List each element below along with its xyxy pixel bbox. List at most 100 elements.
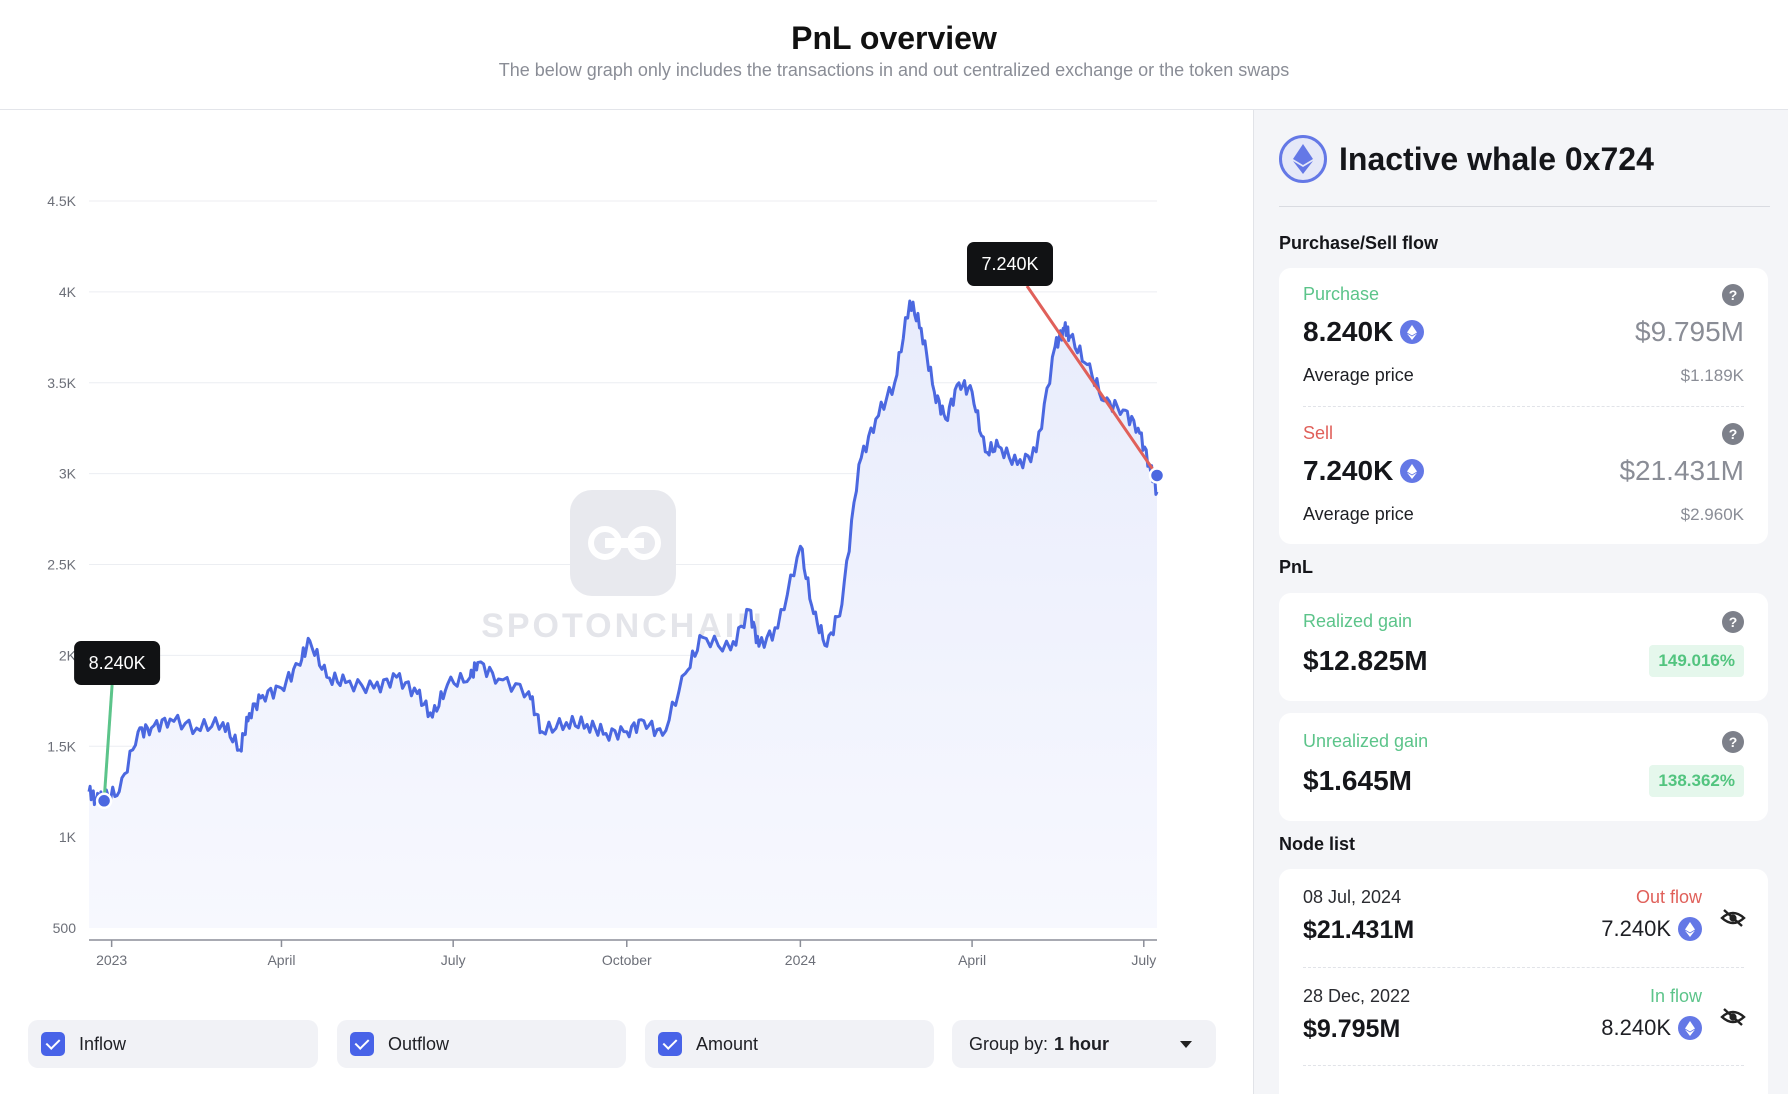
- unrealized-pct-badge: 138.362%: [1649, 765, 1744, 797]
- annotation-layer: 8.240K 7.240K: [74, 242, 1166, 810]
- realized-value: $12.825M: [1303, 645, 1428, 676]
- realized-label: Realized gain: [1303, 611, 1413, 631]
- node-usd: $9.795M: [1303, 1015, 1401, 1043]
- realized-pct-badge: 149.016%: [1649, 645, 1744, 677]
- inflow-tooltip-label: 8.240K: [89, 653, 146, 673]
- node-flow-type: Out flow: [1635, 887, 1702, 907]
- realized-gain-card: Realized gain ? $12.825M 149.016%: [1279, 593, 1768, 701]
- x-tick-label: July: [1131, 952, 1156, 968]
- y-tick-label: 1K: [59, 829, 77, 845]
- watermark-text: SPOTONCHAIN: [481, 607, 765, 645]
- divider: [1303, 1065, 1744, 1066]
- group-by-value: 1 hour: [1054, 1033, 1110, 1054]
- y-tick-label: 500: [53, 920, 77, 936]
- ethereum-icon: [1678, 917, 1702, 941]
- inflow-tooltip: [74, 641, 161, 685]
- sell-amount-value: 7.240K: [1303, 455, 1394, 486]
- node-amount-value: 7.240K: [1601, 916, 1671, 941]
- y-tick-label: 1.5K: [47, 738, 76, 754]
- node-list: 08 Jul, 2024 Out flow $21.431M 7.240K 28…: [1279, 869, 1768, 1094]
- chart-controls: Inflow Outflow Amount Group by: 1 hour: [28, 1020, 1218, 1070]
- unrealized-gain-card: Unrealized gain ? $1.645M 138.362%: [1279, 713, 1768, 821]
- y-tick-label: 2.5K: [47, 557, 76, 573]
- inflow-node: [95, 792, 113, 810]
- x-tick-label: April: [958, 952, 986, 968]
- unrealized-label: Unrealized gain: [1303, 731, 1429, 751]
- eye-off-icon[interactable]: [1720, 908, 1746, 928]
- whale-name: Inactive whale 0x724: [1339, 140, 1654, 177]
- page-subtitle: The below graph only includes the transa…: [498, 60, 1290, 80]
- x-tick-label: 2024: [785, 952, 816, 968]
- node-usd: $21.431M: [1303, 916, 1415, 944]
- outflow-tooltip-label: 7.240K: [981, 254, 1038, 274]
- node-amount: 8.240K: [1601, 1015, 1702, 1041]
- purchase-avg-value: $1.189K: [1680, 366, 1744, 385]
- node-date: 28 Dec, 2022: [1303, 986, 1411, 1006]
- y-tick-label: 2K: [59, 647, 77, 663]
- node-list-title: Node list: [1279, 834, 1356, 854]
- inflow-label: Inflow: [79, 1033, 127, 1054]
- x-tick-label: October: [602, 952, 652, 968]
- node-date: 08 Jul, 2024: [1303, 887, 1402, 907]
- inflow-toggle[interactable]: Inflow: [28, 1020, 318, 1068]
- purchase-avg-label: Average price: [1303, 365, 1414, 385]
- inflow-connector: [102, 684, 114, 801]
- amount-label: Amount: [696, 1033, 759, 1054]
- x-axis: 2023 April July October 2024 April July: [89, 939, 1157, 968]
- ethereum-icon: [1400, 320, 1425, 344]
- y-tick-label: 3K: [59, 466, 77, 482]
- outflow-toggle[interactable]: Outflow: [337, 1020, 626, 1068]
- amount-checkbox[interactable]: [658, 1032, 682, 1056]
- divider: [1303, 406, 1744, 407]
- outflow-label: Outflow: [388, 1033, 450, 1054]
- ethereum-icon: [1279, 135, 1327, 183]
- help-icon[interactable]: ?: [1722, 423, 1744, 445]
- x-tick-label: April: [267, 952, 295, 968]
- page-header: PnL overview The below graph only includ…: [0, 0, 1788, 110]
- group-by-label: Group by:: [969, 1033, 1049, 1054]
- flow-section-title: Purchase/Sell flow: [1279, 233, 1439, 253]
- node-amount: 7.240K: [1601, 916, 1702, 942]
- divider: [1303, 967, 1744, 968]
- y-tick-label: 3.5K: [47, 375, 76, 391]
- outflow-node: [1148, 467, 1166, 484]
- whale-header: Inactive whale 0x724: [1279, 134, 1654, 184]
- outflow-tooltip: [967, 242, 1053, 286]
- sell-avg-label: Average price: [1303, 504, 1414, 524]
- chart-panel: 500 1K 1.5K 2K 2.5K 3K 3.5K 4K 4.5K SPOTONCHAIN …: [0, 110, 1253, 1094]
- purchase-sell-card: Purchase ? 8.240K $9.795M Average price …: [1279, 268, 1768, 544]
- sell-usd: $21.431M: [1619, 455, 1744, 486]
- help-icon[interactable]: ?: [1722, 284, 1744, 306]
- node-amount-value: 8.240K: [1601, 1015, 1671, 1040]
- ethereum-icon: [1400, 459, 1425, 483]
- eye-off-icon[interactable]: [1720, 1007, 1746, 1027]
- sell-label: Sell: [1303, 423, 1334, 443]
- help-icon[interactable]: ?: [1722, 611, 1744, 633]
- divider: [1279, 206, 1770, 207]
- node-flow-type: In flow: [1649, 986, 1702, 1006]
- pnl-section-title: PnL: [1279, 557, 1313, 577]
- series-area: [89, 301, 1157, 928]
- sell-amount: 7.240K: [1303, 455, 1425, 487]
- series-line: [87, 299, 1159, 807]
- ethereum-icon: [1678, 1016, 1702, 1040]
- spotonchain-watermark: SPOTONCHAIN: [481, 490, 765, 645]
- sell-avg-value: $2.960K: [1680, 505, 1744, 524]
- outflow-checkbox[interactable]: [350, 1032, 374, 1056]
- inflow-checkbox[interactable]: [41, 1032, 65, 1056]
- x-tick-label: 2023: [96, 952, 127, 968]
- group-by-select[interactable]: Group by: 1 hour: [952, 1020, 1216, 1068]
- page-title: PnL overview: [791, 20, 997, 56]
- purchase-usd: $9.795M: [1635, 316, 1744, 347]
- purchase-amount: 8.240K: [1303, 316, 1425, 348]
- unrealized-value: $1.645M: [1303, 765, 1412, 796]
- chevron-down-icon: [1180, 1041, 1192, 1048]
- help-icon[interactable]: ?: [1722, 731, 1744, 753]
- outflow-connector: [1025, 285, 1159, 477]
- whale-sidebar: Inactive whale 0x724 Purchase/Sell flow …: [1253, 110, 1788, 1094]
- purchase-label: Purchase: [1303, 284, 1380, 304]
- y-tick-label: 4.5K: [47, 193, 76, 209]
- purchase-amount-value: 8.240K: [1303, 316, 1394, 347]
- amount-toggle[interactable]: Amount: [645, 1020, 934, 1068]
